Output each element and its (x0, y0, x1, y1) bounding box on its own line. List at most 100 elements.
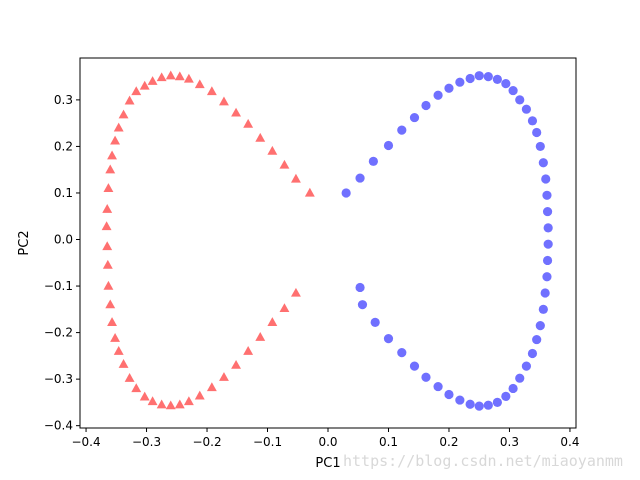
watermark-text: https://blog.csdn.net/miaoyanmm (343, 452, 623, 470)
triangle-marker (183, 396, 194, 406)
y-tick-label: −0.4 (44, 419, 73, 433)
circle-marker (532, 334, 542, 345)
circle-marker (474, 71, 484, 81)
circle-marker (483, 72, 493, 82)
x-tick-label: 0.3 (500, 435, 519, 449)
circle-marker (542, 272, 552, 282)
triangle-marker (118, 359, 129, 368)
circle-marker (508, 383, 518, 394)
x-tick-label: −0.3 (132, 435, 161, 449)
y-tick-label: −0.1 (44, 279, 73, 293)
triangle-marker (279, 303, 290, 313)
triangle-marker (110, 135, 121, 145)
circle-marker (483, 400, 493, 410)
circle-marker (515, 95, 525, 105)
circle-marker (455, 395, 465, 405)
circle-marker (465, 399, 475, 409)
triangle-marker (194, 390, 205, 400)
x-tick-label: 0.0 (318, 435, 337, 449)
x-tick-label: −0.2 (192, 435, 221, 449)
triangle-marker (156, 399, 167, 409)
triangle-marker (304, 187, 315, 197)
triangle-marker (174, 71, 185, 81)
circle-marker (532, 127, 542, 138)
triangle-marker (267, 145, 278, 155)
circle-marker (383, 334, 394, 344)
circle-marker (357, 300, 368, 310)
x-tick-label: −0.1 (253, 435, 282, 449)
circle-marker (508, 85, 518, 96)
circle-marker (433, 90, 443, 100)
triangle-marker (131, 86, 142, 96)
triangle-marker (103, 183, 114, 192)
triangle-marker (139, 80, 150, 90)
x-tick-label: 0.1 (379, 435, 398, 449)
triangle-marker (206, 382, 217, 392)
triangle-marker (219, 372, 229, 381)
triangle-marker (107, 150, 117, 160)
circle-marker (383, 140, 394, 151)
circle-marker (421, 372, 431, 382)
triangle-marker (102, 259, 113, 269)
triangle-marker (174, 399, 185, 409)
y-axis-label: PC2 (17, 230, 32, 255)
x-tick-label: 0.4 (560, 435, 579, 449)
circle-marker (397, 348, 407, 358)
triangle-marker (113, 346, 124, 355)
circle-marker (543, 239, 553, 249)
y-tick-label: 0.2 (54, 139, 73, 153)
y-tick-label: 0.3 (54, 93, 73, 107)
triangle-marker (105, 164, 116, 174)
triangle-marker (102, 241, 113, 251)
circle-marker (355, 282, 365, 293)
circle-marker (521, 361, 532, 371)
circle-marker (501, 391, 511, 401)
circle-marker (421, 100, 431, 111)
triangle-marker (118, 109, 129, 119)
x-axis-label: PC1 (315, 456, 340, 471)
circle-marker (542, 190, 552, 200)
circle-marker (538, 158, 548, 168)
circle-marker (521, 104, 532, 114)
circle-marker (409, 112, 420, 123)
plot-frame (79, 57, 577, 429)
triangle-marker (124, 95, 135, 105)
triangle-marker (110, 332, 121, 342)
circle-marker (542, 206, 553, 217)
triangle-marker (105, 299, 116, 309)
circle-marker (501, 78, 511, 89)
y-tick-label: −0.3 (44, 372, 73, 386)
circle-marker (527, 116, 538, 126)
triangle-marker (183, 73, 194, 83)
circle-marker (515, 373, 525, 383)
y-tick-label: −0.2 (44, 326, 73, 340)
circle-marker (540, 288, 550, 298)
triangle-marker (156, 72, 167, 82)
circle-marker (474, 401, 484, 411)
triangle-marker (131, 383, 142, 393)
circle-marker (370, 317, 380, 327)
circle-marker (341, 188, 351, 198)
triangle-marker (279, 159, 290, 169)
triangle-marker (103, 280, 114, 290)
triangle-marker (101, 221, 112, 231)
triangle-marker (267, 317, 278, 326)
circle-marker (492, 397, 502, 408)
circle-marker (397, 125, 407, 135)
triangle-marker (147, 76, 158, 85)
triangle-marker (243, 346, 254, 355)
triangle-marker (194, 79, 205, 89)
triangle-marker (231, 107, 241, 117)
circle-marker (455, 77, 465, 87)
circle-marker (535, 141, 545, 152)
circle-marker (433, 381, 443, 392)
y-tick-label: 0.0 (54, 233, 73, 247)
triangle-marker (113, 122, 124, 132)
triangle-marker (291, 173, 301, 183)
triangle-marker (243, 118, 254, 128)
circle-marker (538, 304, 548, 314)
triangle-marker (147, 396, 158, 406)
circle-marker (535, 321, 545, 331)
triangle-marker (107, 317, 117, 326)
triangle-marker (124, 373, 135, 382)
